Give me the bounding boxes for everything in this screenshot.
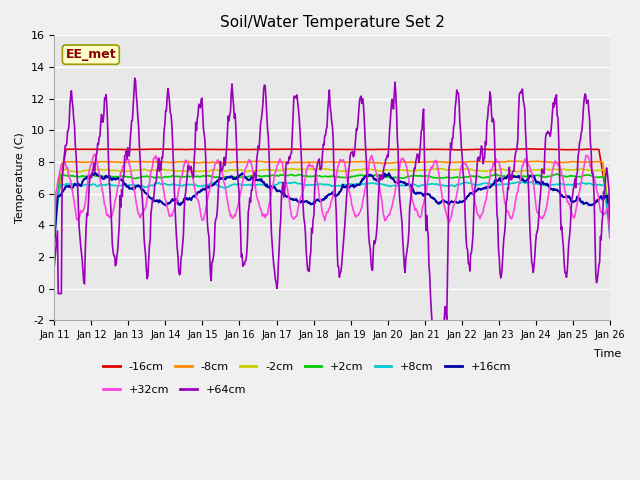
-16cm: [399, 147, 407, 153]
+64cm: [606, 216, 614, 222]
-2cm: [174, 168, 182, 174]
+16cm: [118, 178, 126, 184]
-8cm: [118, 159, 125, 165]
-16cm: [61, 156, 68, 161]
+8cm: [61, 182, 68, 188]
-8cm: [401, 159, 408, 165]
+8cm: [51, 230, 58, 236]
-8cm: [61, 159, 68, 165]
-2cm: [51, 227, 58, 233]
+64cm: [118, 187, 125, 193]
X-axis label: Time: Time: [593, 349, 621, 359]
+8cm: [606, 231, 614, 237]
+8cm: [399, 183, 407, 189]
-2cm: [314, 166, 321, 171]
+64cm: [51, 262, 58, 268]
+64cm: [131, 75, 139, 81]
+32cm: [118, 166, 126, 171]
+64cm: [401, 263, 408, 268]
-8cm: [51, 223, 58, 228]
+64cm: [175, 268, 182, 274]
Line: -2cm: -2cm: [54, 168, 610, 230]
+32cm: [417, 214, 424, 220]
-16cm: [51, 216, 58, 222]
+64cm: [417, 141, 424, 147]
+16cm: [61, 186, 68, 192]
Line: +16cm: +16cm: [54, 173, 610, 242]
+2cm: [174, 174, 182, 180]
+32cm: [91, 151, 99, 157]
Line: +2cm: +2cm: [54, 174, 610, 229]
+16cm: [417, 190, 424, 196]
+2cm: [118, 173, 125, 179]
Y-axis label: Temperature (C): Temperature (C): [15, 132, 25, 223]
Title: Soil/Water Temperature Set 2: Soil/Water Temperature Set 2: [220, 15, 445, 30]
+16cm: [175, 202, 182, 207]
-8cm: [417, 159, 424, 165]
+64cm: [204, 228, 212, 234]
+2cm: [61, 172, 68, 178]
+32cm: [204, 193, 212, 199]
-16cm: [204, 146, 211, 152]
+32cm: [606, 235, 614, 240]
+8cm: [118, 182, 125, 188]
+16cm: [92, 170, 99, 176]
-8cm: [606, 216, 614, 222]
+2cm: [606, 226, 614, 232]
Line: -8cm: -8cm: [54, 161, 610, 226]
+2cm: [554, 171, 561, 177]
Line: +8cm: +8cm: [54, 181, 610, 234]
Line: +64cm: +64cm: [54, 78, 610, 425]
-8cm: [204, 159, 211, 165]
+8cm: [528, 179, 536, 184]
-16cm: [416, 147, 424, 153]
+2cm: [204, 173, 211, 179]
+64cm: [432, 422, 440, 428]
-16cm: [606, 212, 614, 217]
-8cm: [174, 159, 182, 165]
-2cm: [118, 168, 125, 174]
+16cm: [51, 239, 58, 245]
+8cm: [416, 183, 424, 189]
+32cm: [61, 158, 68, 164]
+16cm: [401, 180, 408, 185]
+32cm: [175, 187, 182, 192]
-2cm: [61, 167, 68, 172]
+2cm: [51, 225, 58, 231]
-16cm: [529, 146, 536, 152]
+2cm: [399, 175, 407, 181]
+16cm: [606, 226, 614, 231]
+32cm: [51, 231, 58, 237]
+64cm: [61, 151, 68, 157]
-8cm: [253, 158, 260, 164]
-16cm: [118, 146, 125, 152]
-2cm: [204, 168, 211, 174]
-16cm: [174, 146, 182, 152]
+8cm: [204, 182, 211, 188]
-2cm: [401, 168, 408, 173]
-2cm: [417, 167, 424, 173]
+16cm: [204, 184, 212, 190]
+8cm: [174, 182, 182, 188]
Legend: +32cm, +64cm: +32cm, +64cm: [99, 380, 251, 399]
Line: +32cm: +32cm: [54, 154, 610, 238]
-2cm: [606, 219, 614, 225]
+2cm: [416, 173, 424, 179]
Text: EE_met: EE_met: [65, 48, 116, 61]
+32cm: [401, 157, 408, 163]
Line: -16cm: -16cm: [54, 149, 610, 219]
